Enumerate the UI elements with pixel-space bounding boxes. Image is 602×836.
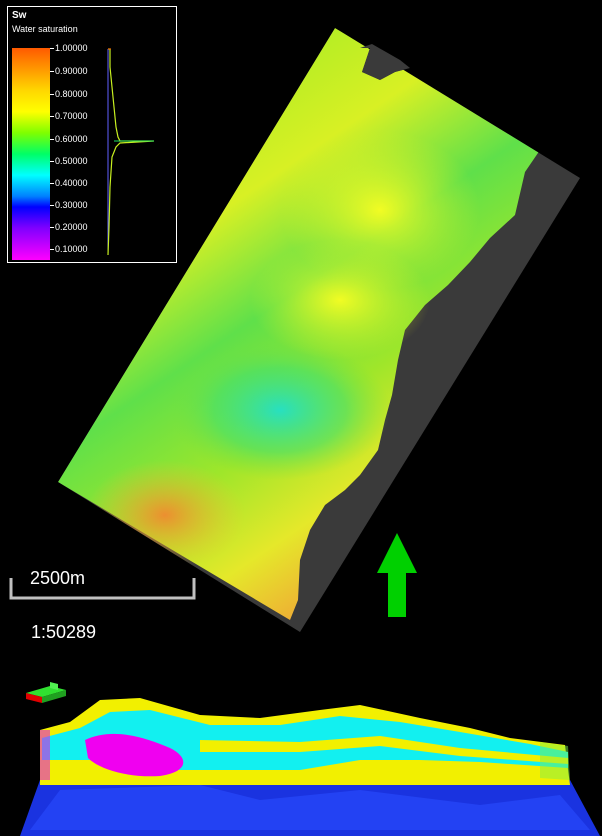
legend-tick: 0.60000 [50,134,88,144]
color-scale-bar [12,48,50,260]
legend-tick: 0.80000 [50,89,88,99]
legend-tick: 0.70000 [50,111,88,121]
water-saturation-surface[interactable] [58,28,540,620]
scale-distance-label: 2500m [30,568,86,588]
no-data-patch [360,44,410,80]
legend-title: Sw [12,10,27,21]
color-legend[interactable]: Sw Water saturation 1.00000 0.90000 0.80… [7,6,177,263]
legend-tick: 0.50000 [50,156,88,166]
orientation-compass-icon[interactable] [26,682,66,703]
legend-tick: 0.10000 [50,244,88,254]
legend-tick: 0.30000 [50,200,88,210]
3d-section-view[interactable] [20,698,600,836]
legend-tick: 0.40000 [50,178,88,188]
scale-bar-bracket [9,578,196,600]
legend-tick: 0.20000 [50,222,88,232]
value-histogram [107,48,155,256]
legend-tick: 0.90000 [50,66,88,76]
legend-subtitle: Water saturation [12,24,78,34]
legend-tick: 1.00000 [50,43,88,53]
scale-ratio-label: 1:50289 [31,622,97,642]
arrow-up-icon [377,533,417,617]
